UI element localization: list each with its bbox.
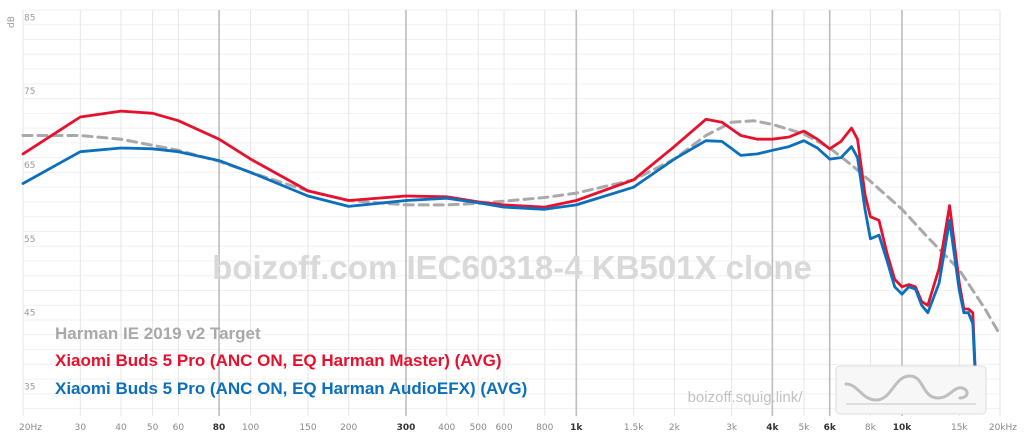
credit-text: boizoff.squig.link/ (688, 389, 804, 406)
legend-entry: Xiaomi Buds 5 Pro (ANC ON, EQ Harman Aud… (55, 379, 527, 398)
grid (22, 9, 1001, 416)
x-tick-label: 2k (669, 423, 681, 433)
y-tick-label: 85 (24, 13, 35, 23)
x-tick-label: 3k (726, 423, 738, 433)
x-tick-label: 8k (865, 423, 877, 433)
x-tick-label: 20Hz (19, 423, 42, 433)
x-tick-label: 20kHz (989, 423, 1017, 433)
legend-entry: Harman IE 2019 v2 Target (55, 324, 261, 343)
y-tick-label: 75 (24, 87, 35, 97)
x-tick-label: 6k (824, 423, 837, 433)
y-tick-label: 55 (24, 235, 35, 245)
x-tick-label: 50 (147, 423, 159, 433)
x-tick-label: 5k (798, 423, 810, 433)
y-tick-label: 65 (24, 161, 35, 171)
x-tick-label: 600 (495, 423, 512, 433)
x-tick-label: 60 (173, 423, 185, 433)
x-tick-label: 300 (397, 423, 416, 433)
x-tick-label: 30 (75, 423, 87, 433)
y-axis-ticks: 35 45 55 65 75 85 (24, 13, 35, 392)
x-tick-label: 10k (893, 423, 913, 433)
x-tick-label: 100 (242, 423, 259, 433)
y-tick-label: 45 (24, 309, 35, 319)
logo-icon (835, 365, 987, 415)
legend-entry: Xiaomi Buds 5 Pro (ANC ON, EQ Harman Mas… (55, 351, 501, 370)
x-tick-label: 1k (570, 423, 583, 433)
x-tick-label: 80 (213, 423, 226, 433)
x-tick-label: 150 (299, 423, 316, 433)
x-tick-label: 15k (951, 423, 968, 433)
y-axis-label: dB (7, 16, 17, 28)
x-axis-ticks: 20Hz 30 40 50 60 80 100 150 200 300 400 500 600 800 1k… (19, 423, 1017, 433)
x-tick-label: 400 (438, 423, 455, 433)
x-tick-label: 1.5k (624, 423, 644, 433)
x-tick-label: 40 (115, 423, 127, 433)
x-tick-label: 200 (340, 423, 357, 433)
x-tick-label: 800 (536, 423, 553, 433)
curves (21, 109, 1002, 414)
watermark: boizoff.com IEC60318-4 KB501X clone (212, 249, 812, 286)
series-line-harman-audioefx (21, 139, 979, 414)
y-tick-label: 35 (24, 382, 35, 392)
x-tick-label: 4k (766, 423, 779, 433)
series-line-harman-master (21, 109, 979, 414)
legend: Harman IE 2019 v2 Target Xiaomi Buds 5 Pr… (55, 324, 527, 398)
x-tick-label: 500 (470, 423, 487, 433)
